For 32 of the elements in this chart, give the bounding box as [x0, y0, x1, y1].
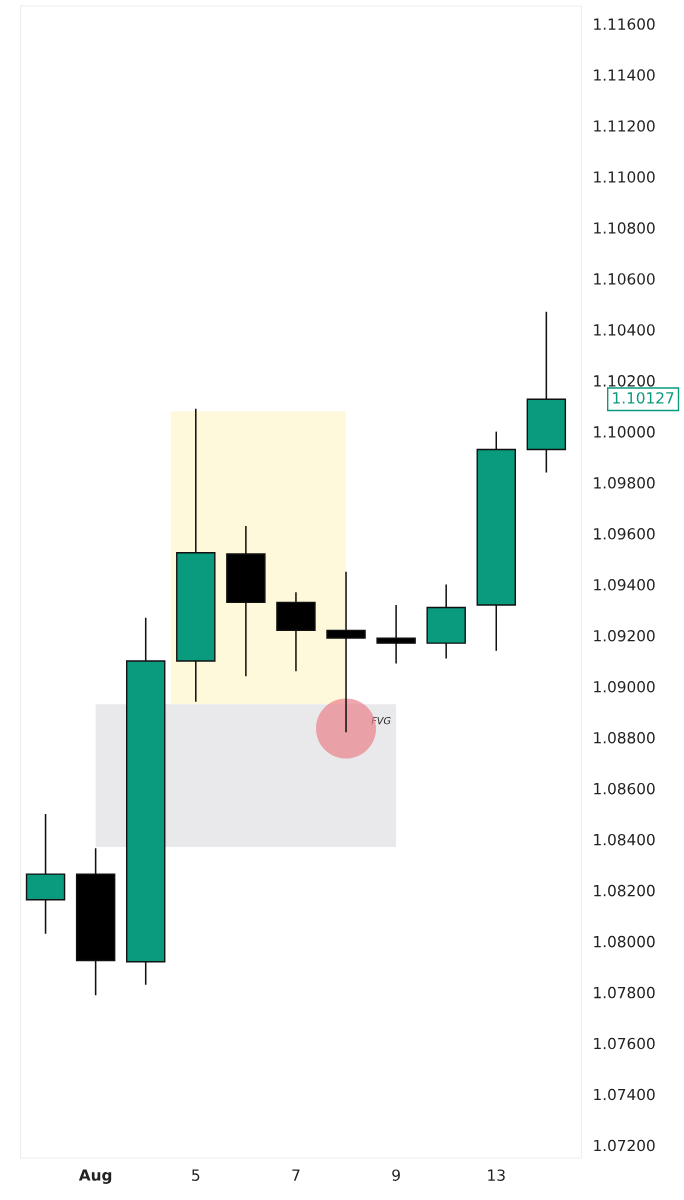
y-tick-label: 1.09200 [594, 629, 655, 642]
x-tick-label: Aug [78, 1169, 112, 1184]
y-tick-label: 1.10000 [594, 426, 655, 438]
y-tick-label: 1.08800 [594, 731, 655, 744]
y-tick-label: 1.11600 [594, 18, 655, 30]
x-tick-label: 7 [292, 1169, 300, 1181]
y-tick-label: 1.10600 [594, 273, 655, 285]
candlestick [376, 604, 416, 665]
y-tick-label: 1.11200 [594, 120, 655, 132]
text: 1.10127 [613, 392, 674, 404]
candlestick [326, 571, 366, 734]
y-tick-label: 1.07200 [594, 1139, 655, 1152]
x-tick-label: 5 [192, 1169, 200, 1181]
y-tick-label: 1.08200 [594, 884, 655, 897]
y-tick-label: 1.08400 [594, 833, 655, 846]
y-tick-label: 1.09800 [594, 477, 655, 489]
y-tick-label: 1.09400 [594, 579, 655, 591]
y-tick-label: 1.08600 [594, 782, 655, 795]
y-tick-label: 1.10400 [594, 324, 655, 336]
band-label: FVG [371, 716, 391, 725]
y-tick-label: 1.10200 [594, 375, 655, 387]
y-tick-label: 1.08000 [594, 935, 655, 948]
y-tick-label: 1.11000 [594, 171, 655, 183]
y-tick-label: 1.11400 [594, 69, 655, 81]
x-tick-label: 9 [392, 1169, 400, 1181]
y-tick-label: 1.09600 [594, 528, 655, 540]
y-tick-label: 1.07800 [594, 986, 655, 999]
x-tick-label: 13 [488, 1169, 505, 1181]
y-tick-label: 1.07600 [594, 1037, 655, 1050]
y-tick-label: 1.09000 [594, 680, 655, 693]
y-tick-label: 1.10800 [594, 222, 655, 234]
y-tick-label: 1.07400 [594, 1088, 655, 1101]
